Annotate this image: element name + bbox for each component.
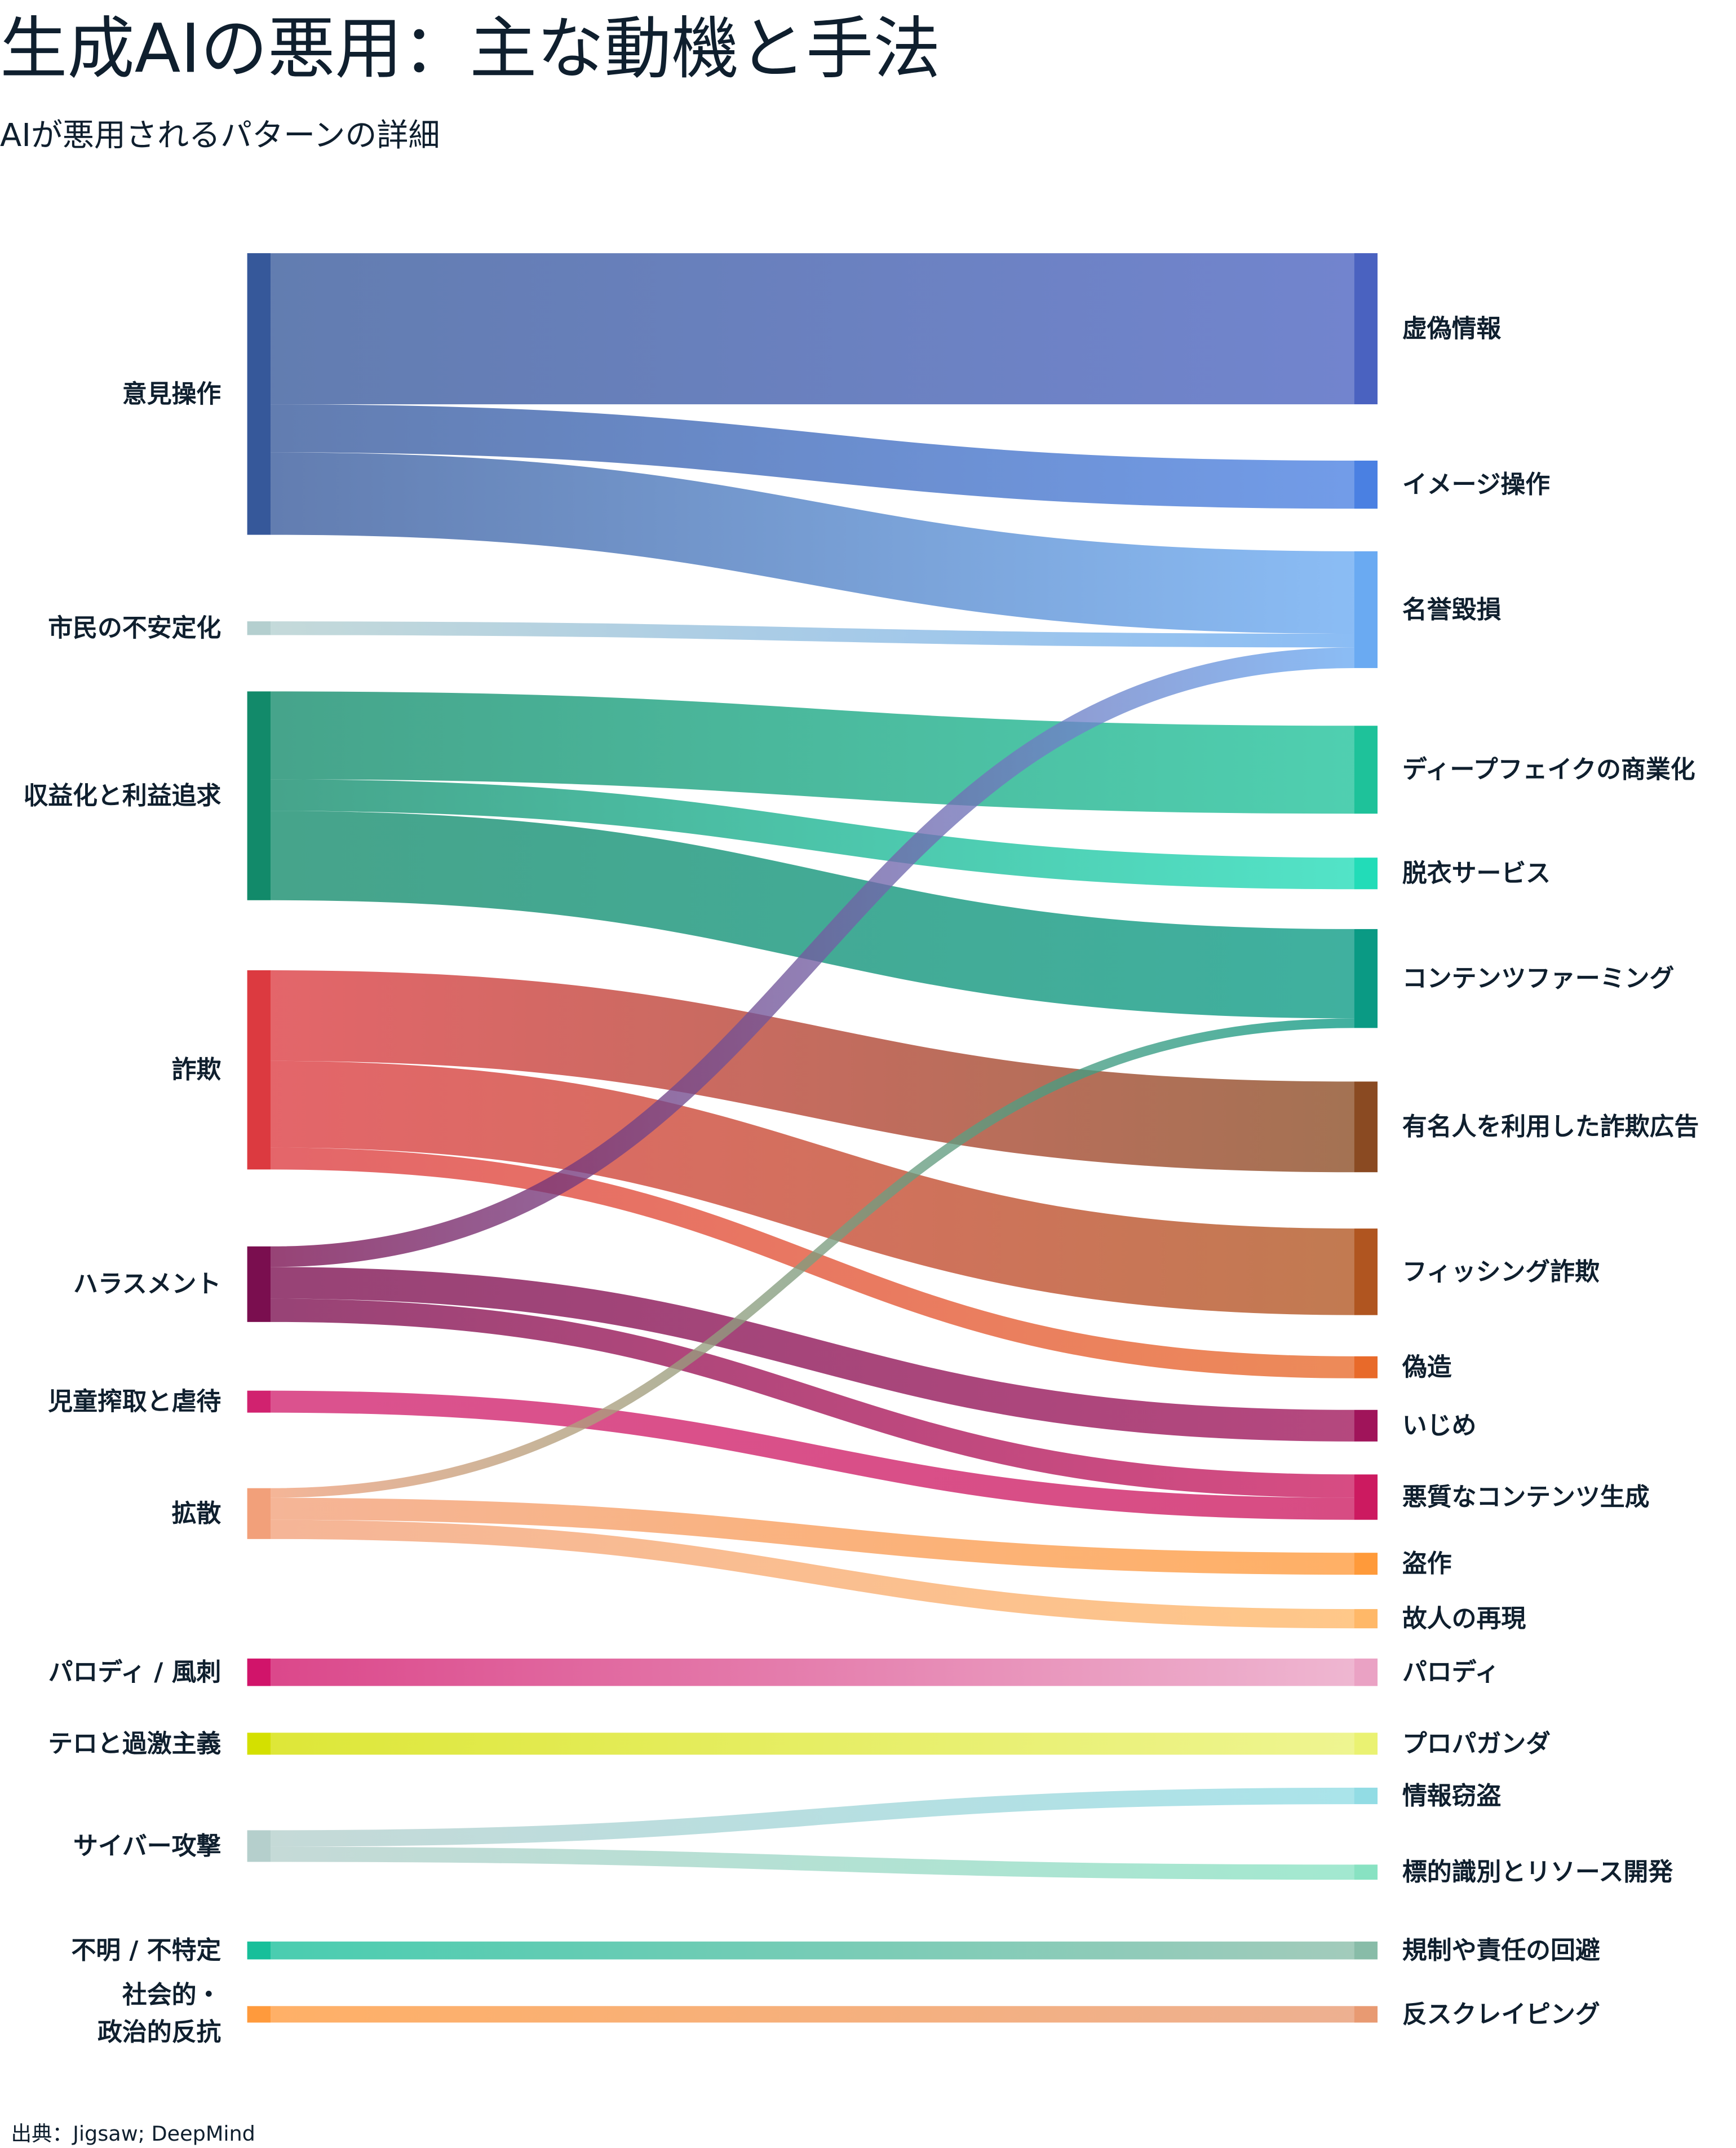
node-label-s10: 不明 / 不特定: [71, 1936, 221, 1965]
node-label-t9: いじめ: [1402, 1411, 1477, 1440]
node-label-t1: イメージ操作: [1402, 470, 1550, 499]
node-label-s3: 詐欺: [172, 1055, 222, 1084]
sankey-node-s1[interactable]: [247, 621, 271, 635]
sankey-node-s11[interactable]: [247, 2006, 271, 2023]
sankey-node-t11[interactable]: [1354, 1553, 1378, 1575]
node-label-t2: 名誉毀損: [1402, 595, 1502, 624]
node-label-t3: ディープフェイクの商業化: [1402, 755, 1695, 784]
node-label-t16: 標的識別とリソース開発: [1402, 1858, 1673, 1886]
node-label-s8: テロと過激主義: [48, 1729, 221, 1758]
chart-subtitle: AIが悪用されるパターンの詳細: [0, 117, 440, 154]
node-label-t13: パロディ: [1402, 1658, 1499, 1687]
sankey-link-s6-t5[interactable]: [271, 1018, 1354, 1498]
sankey-node-t9[interactable]: [1354, 1409, 1378, 1442]
sankey-node-s0[interactable]: [247, 253, 271, 535]
sankey-node-t10[interactable]: [1354, 1474, 1378, 1520]
sankey-link-s2-t3[interactable]: [271, 691, 1354, 814]
node-label-t0: 虚偽情報: [1402, 315, 1502, 343]
sankey-node-t8[interactable]: [1354, 1356, 1378, 1378]
sankey-node-s2[interactable]: [247, 691, 271, 900]
chart-title: 生成AIの悪用：主な動機と手法: [0, 10, 941, 88]
sankey-node-s5[interactable]: [247, 1390, 271, 1413]
node-label-t7: フィッシング詐欺: [1402, 1257, 1600, 1286]
sankey-node-t12[interactable]: [1354, 1609, 1378, 1629]
sankey-link-s3-t6[interactable]: [271, 970, 1354, 1173]
sankey-node-s3[interactable]: [247, 970, 271, 1170]
node-label-s5: 児童搾取と虐待: [48, 1387, 221, 1416]
nodes-layer: [247, 253, 1378, 2023]
sankey-link-s6-t12[interactable]: [271, 1519, 1354, 1629]
sankey-node-t17[interactable]: [1354, 1941, 1378, 1960]
sankey-node-t14[interactable]: [1354, 1732, 1378, 1755]
sankey-node-s8[interactable]: [247, 1732, 271, 1755]
node-label-s0: 意見操作: [122, 379, 221, 408]
sankey-node-t6[interactable]: [1354, 1081, 1378, 1173]
node-label-t4: 脱衣サービス: [1402, 859, 1551, 888]
sankey-node-t4[interactable]: [1354, 858, 1378, 890]
sankey-node-t1[interactable]: [1354, 461, 1378, 509]
node-label-s11: 政治的反抗: [98, 2018, 221, 2047]
sankey-node-t5[interactable]: [1354, 929, 1378, 1028]
node-label-s6: 拡散: [172, 1499, 222, 1528]
sankey-link-s9-t16[interactable]: [271, 1846, 1354, 1880]
node-label-s1: 市民の不安定化: [48, 614, 221, 643]
sankey-link-s6-t11[interactable]: [271, 1497, 1354, 1575]
sankey-node-t7[interactable]: [1354, 1228, 1378, 1315]
sankey-link-s4-t10[interactable]: [271, 1298, 1354, 1498]
node-label-t12: 故人の再現: [1402, 1605, 1526, 1633]
sankey-link-s5-t10[interactable]: [271, 1390, 1354, 1520]
node-label-t17: 規制や責任の回避: [1402, 1936, 1600, 1965]
node-label-t18: 反スクレイピング: [1402, 2000, 1600, 2028]
node-label-t11: 盗作: [1402, 1549, 1452, 1578]
sankey-node-t3[interactable]: [1354, 726, 1378, 814]
sankey-node-t16[interactable]: [1354, 1864, 1378, 1880]
sankey-node-s9[interactable]: [247, 1830, 271, 1862]
sankey-link-s2-t4[interactable]: [271, 779, 1354, 890]
sankey-link-s1-t2[interactable]: [271, 621, 1354, 648]
sankey-link-s0-t2[interactable]: [271, 452, 1354, 634]
node-label-s11: 社会的・: [122, 1981, 221, 2009]
sankey-node-t2[interactable]: [1354, 551, 1378, 668]
node-label-t14: プロパガンダ: [1402, 1729, 1551, 1758]
node-label-t6: 有名人を利用した詐欺広告: [1402, 1112, 1699, 1141]
node-label-s4: ハラスメント: [73, 1270, 221, 1298]
sankey-link-s4-t2[interactable]: [271, 647, 1354, 1267]
node-label-t8: 偽造: [1402, 1353, 1452, 1382]
sankey-link-s0-t1[interactable]: [271, 404, 1354, 509]
sankey-link-s2-t5[interactable]: [271, 811, 1354, 1019]
node-label-s2: 収益化と利益追求: [23, 781, 221, 810]
sankey-node-s10[interactable]: [247, 1941, 271, 1960]
sankey-node-s4[interactable]: [247, 1246, 271, 1322]
sankey-node-t18[interactable]: [1354, 2006, 1378, 2023]
sankey-link-s3-t7[interactable]: [271, 1060, 1354, 1315]
sankey-link-s4-t9[interactable]: [271, 1267, 1354, 1442]
sankey-link-s9-t15[interactable]: [271, 1787, 1354, 1847]
sankey-node-s6[interactable]: [247, 1488, 271, 1539]
node-label-t15: 情報窃盗: [1402, 1782, 1502, 1810]
node-label-t5: コンテンツファーミング: [1402, 964, 1674, 993]
sankey-node-t15[interactable]: [1354, 1787, 1378, 1805]
source-note: 出典：Jigsaw; DeepMind: [11, 2122, 255, 2146]
links-layer: [271, 253, 1354, 2023]
sankey-node-t13[interactable]: [1354, 1658, 1378, 1686]
sankey-node-t0[interactable]: [1354, 253, 1378, 405]
labels-layer: 意見操作市民の不安定化収益化と利益追求詐欺ハラスメント児童搾取と虐待拡散パロディ…: [23, 315, 1699, 2047]
sankey-node-s7[interactable]: [247, 1658, 271, 1686]
node-label-s7: パロディ / 風刺: [48, 1658, 222, 1687]
node-label-t10: 悪質なコンテンツ生成: [1402, 1483, 1650, 1511]
node-label-s9: サイバー攻撃: [73, 1832, 221, 1860]
